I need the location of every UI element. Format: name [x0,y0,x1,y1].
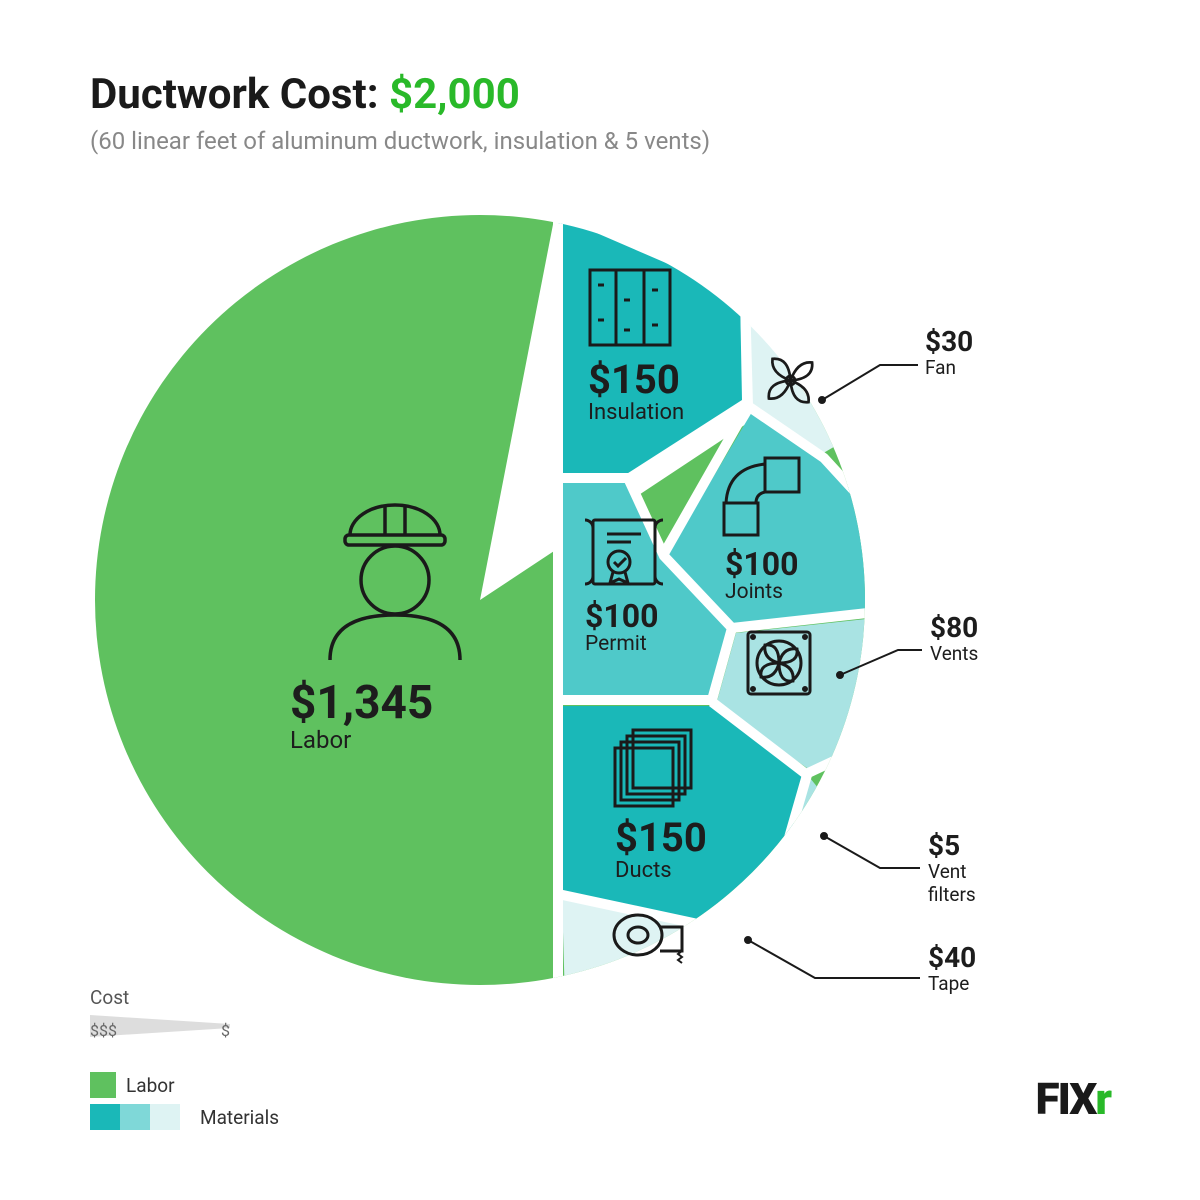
label-ventfilters: $5 Vent filters [928,832,980,906]
label-insulation: $150 Insulation [588,360,684,426]
title-cost: $2,000 [389,70,520,119]
brand-logo: FIXr [1036,1073,1111,1125]
page-title: Ductwork Cost: $2,000 [90,70,710,119]
header: Ductwork Cost: $2,000 (60 linear feet of… [90,70,710,155]
chart-svg [80,200,980,1000]
legend-title: Cost [90,986,279,1009]
label-joints: $100 Joints [725,548,798,605]
legend: Cost $$$$ Labor Materials [90,986,279,1130]
title-text: Ductwork Cost: [90,70,389,119]
label-vents: $80 Vents [930,614,978,665]
pie-chart: $1,345 Labor $150 Insulation $100 Joints… [80,200,980,1000]
label-permit: $100 Permit [585,600,658,657]
label-fan: $30 Fan [925,328,973,379]
legend-item-labor: Labor [90,1072,279,1098]
subtitle: (60 linear feet of aluminum ductwork, in… [90,127,710,155]
swatch-labor [90,1072,116,1098]
legend-item-materials: Materials [90,1104,279,1130]
legend-scale: $$$$ [90,1021,230,1040]
label-ducts: $150 Ducts [615,818,707,884]
label-labor: $1,345 Labor [290,680,433,755]
swatch-materials [90,1104,180,1130]
label-tape: $40 Tape [928,944,976,995]
